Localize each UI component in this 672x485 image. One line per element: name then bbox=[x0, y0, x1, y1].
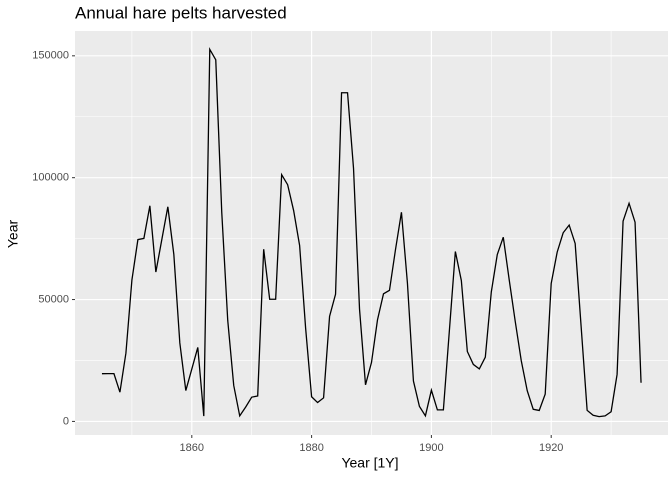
x-axis-label: Year [1Y] bbox=[341, 455, 398, 471]
y-tick-label: 0 bbox=[63, 415, 69, 427]
x-tick-label: 1860 bbox=[180, 442, 204, 454]
y-tick-label: 50000 bbox=[38, 293, 69, 305]
y-tick-label: 100000 bbox=[32, 172, 69, 184]
x-tick-label: 1900 bbox=[419, 442, 443, 454]
y-tick-label: 150000 bbox=[32, 50, 69, 62]
x-tick-label: 1880 bbox=[299, 442, 323, 454]
y-axis-label: Year bbox=[5, 220, 21, 249]
chart-title: Annual hare pelts harvested bbox=[75, 3, 287, 22]
x-tick-label: 1920 bbox=[539, 442, 563, 454]
data-line bbox=[101, 46, 642, 418]
